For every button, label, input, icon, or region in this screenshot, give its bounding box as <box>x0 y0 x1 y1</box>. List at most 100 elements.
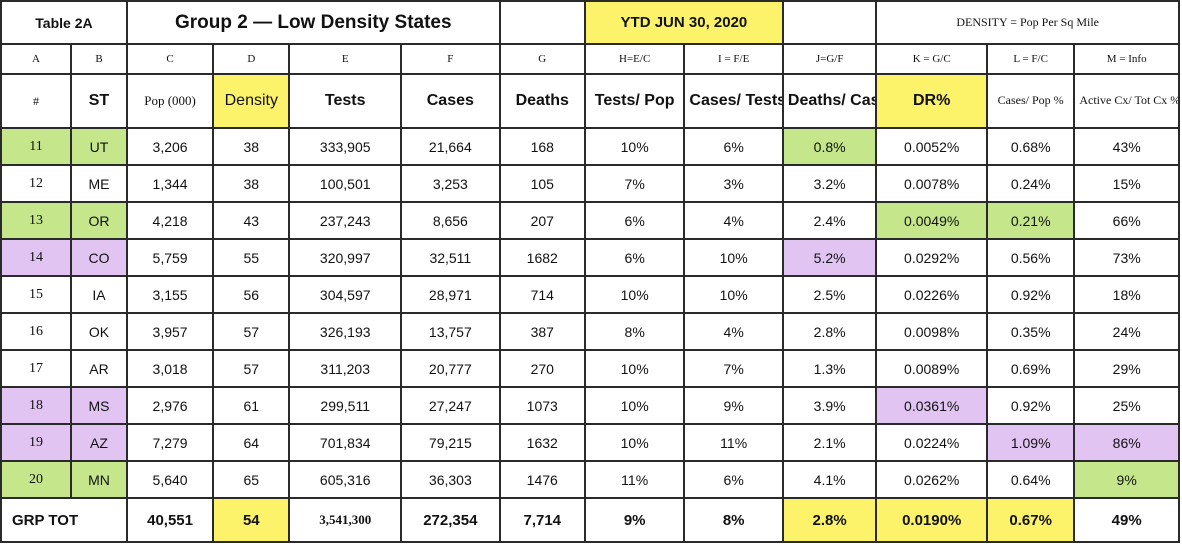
table-row: 16 OK 3,957 57 326,193 13,757 387 8% 4% 2.8% 0.009… <box>0 312 1180 351</box>
header-state: ST <box>70 73 128 129</box>
total-population: 40,551 <box>125 497 215 543</box>
row-number-cell: 17 <box>0 349 73 388</box>
cases-per-pop-cell: 1.09% <box>986 423 1076 462</box>
header-tests-per-pop: Tests/ Pop <box>583 73 686 129</box>
deaths-cell: 387 <box>498 312 586 351</box>
cases-cell: 28,971 <box>400 275 501 314</box>
table-row: 18 MS 2,976 61 299,511 27,247 1073 10% 9% 3.9% 0.0… <box>0 386 1180 425</box>
column-letter: C <box>125 43 215 75</box>
population-cell: 7,279 <box>125 423 215 462</box>
row-number-cell: 13 <box>0 201 73 240</box>
cases-per-tests-cell: 7% <box>683 349 784 388</box>
tests-per-pop-cell: 8% <box>583 312 686 351</box>
total-tests: 3,541,300 <box>288 497 403 543</box>
death-rate-cell: 0.0049% <box>875 201 989 240</box>
cases-per-pop-cell: 0.64% <box>986 460 1076 499</box>
deaths-cell: 1682 <box>498 238 586 277</box>
deaths-per-cases-cell: 2.1% <box>781 423 878 462</box>
cases-per-pop-cell: 0.69% <box>986 349 1076 388</box>
tests-per-pop-cell: 10% <box>583 386 686 425</box>
table-row: 12 ME 1,344 38 100,501 3,253 105 7% 3% 3.2% 0.0078… <box>0 164 1180 203</box>
population-cell: 4,218 <box>125 201 215 240</box>
density-cell: 38 <box>212 164 291 203</box>
death-rate-cell: 0.0226% <box>875 275 989 314</box>
column-letter: F <box>400 43 501 75</box>
tests-cell: 311,203 <box>288 349 403 388</box>
total-cases-per-tests: 8% <box>683 497 784 543</box>
tests-cell: 326,193 <box>288 312 403 351</box>
tests-cell: 100,501 <box>288 164 403 203</box>
cases-per-tests-cell: 9% <box>683 386 784 425</box>
tests-cell: 333,905 <box>288 127 403 166</box>
row-number-cell: 15 <box>0 275 73 314</box>
column-letter: A <box>0 43 73 75</box>
deaths-cell: 270 <box>498 349 586 388</box>
deaths-per-cases-cell: 0.8% <box>781 127 878 166</box>
column-letter: D <box>212 43 291 75</box>
header-cases-per-tests: Cases/ Tests <box>683 73 784 129</box>
density-cell: 43 <box>212 201 291 240</box>
death-rate-cell: 0.0089% <box>875 349 989 388</box>
cases-per-pop-cell: 0.56% <box>986 238 1076 277</box>
cases-cell: 8,656 <box>400 201 501 240</box>
state-code-cell: OR <box>70 201 128 240</box>
tests-per-pop-cell: 6% <box>583 201 686 240</box>
state-code-cell: OK <box>70 312 128 351</box>
density-cell: 56 <box>212 275 291 314</box>
deaths-per-cases-cell: 3.9% <box>781 386 878 425</box>
cases-per-pop-cell: 0.92% <box>986 386 1076 425</box>
total-deaths-per-cases: 2.8% <box>781 497 878 543</box>
death-rate-cell: 0.0224% <box>875 423 989 462</box>
header-death-rate: DR% <box>875 73 989 129</box>
tests-per-pop-cell: 7% <box>583 164 686 203</box>
cases-per-pop-cell: 0.24% <box>986 164 1076 203</box>
density-cell: 65 <box>212 460 291 499</box>
tests-per-pop-cell: 10% <box>583 127 686 166</box>
title-row: Table 2A Group 2 — Low Density States YT… <box>0 0 1180 45</box>
population-cell: 1,344 <box>125 164 215 203</box>
header-deaths: Deaths <box>498 73 586 129</box>
deaths-cell: 1476 <box>498 460 586 499</box>
density-cell: 38 <box>212 127 291 166</box>
tests-cell: 237,243 <box>288 201 403 240</box>
density-cell: 57 <box>212 312 291 351</box>
column-letter: M = Info <box>1073 43 1180 75</box>
total-deaths: 7,714 <box>498 497 586 543</box>
group-title: Group 2 — Low Density States <box>125 0 501 45</box>
row-number-cell: 16 <box>0 312 73 351</box>
population-cell: 5,759 <box>125 238 215 277</box>
total-label: GRP TOT <box>0 497 128 543</box>
cases-per-tests-cell: 6% <box>683 460 784 499</box>
deaths-per-cases-cell: 1.3% <box>781 349 878 388</box>
death-rate-cell: 0.0361% <box>875 386 989 425</box>
state-code-cell: MS <box>70 386 128 425</box>
deaths-cell: 168 <box>498 127 586 166</box>
table-row: 20 MN 5,640 65 605,316 36,303 1476 11% 6% 4.1% 0.0… <box>0 460 1180 499</box>
table-row: 17 AR 3,018 57 311,203 20,777 270 10% 7% 1.3% 0.00… <box>0 349 1180 388</box>
header-cases: Cases <box>400 73 501 129</box>
cases-cell: 27,247 <box>400 386 501 425</box>
total-cases: 272,354 <box>400 497 501 543</box>
state-code-cell: AR <box>70 349 128 388</box>
row-number-cell: 20 <box>0 460 73 499</box>
deaths-cell: 105 <box>498 164 586 203</box>
state-code-cell: AZ <box>70 423 128 462</box>
tests-per-pop-cell: 11% <box>583 460 686 499</box>
column-letter: J=G/F <box>781 43 878 75</box>
cases-cell: 20,777 <box>400 349 501 388</box>
state-code-cell: ME <box>70 164 128 203</box>
population-cell: 3,018 <box>125 349 215 388</box>
density-cell: 64 <box>212 423 291 462</box>
cases-cell: 36,303 <box>400 460 501 499</box>
row-number-cell: 12 <box>0 164 73 203</box>
data-rows: 11 UT 3,206 38 333,905 21,664 168 10% 6% 0.8% 0.00… <box>0 127 1180 499</box>
density-cell: 57 <box>212 349 291 388</box>
header-active-cases: Active Cx/ Tot Cx % <box>1073 73 1180 129</box>
population-cell: 2,976 <box>125 386 215 425</box>
row-number-cell: 18 <box>0 386 73 425</box>
deaths-cell: 207 <box>498 201 586 240</box>
cases-cell: 3,253 <box>400 164 501 203</box>
header-density: Density <box>212 73 291 129</box>
cases-per-tests-cell: 6% <box>683 127 784 166</box>
population-cell: 5,640 <box>125 460 215 499</box>
